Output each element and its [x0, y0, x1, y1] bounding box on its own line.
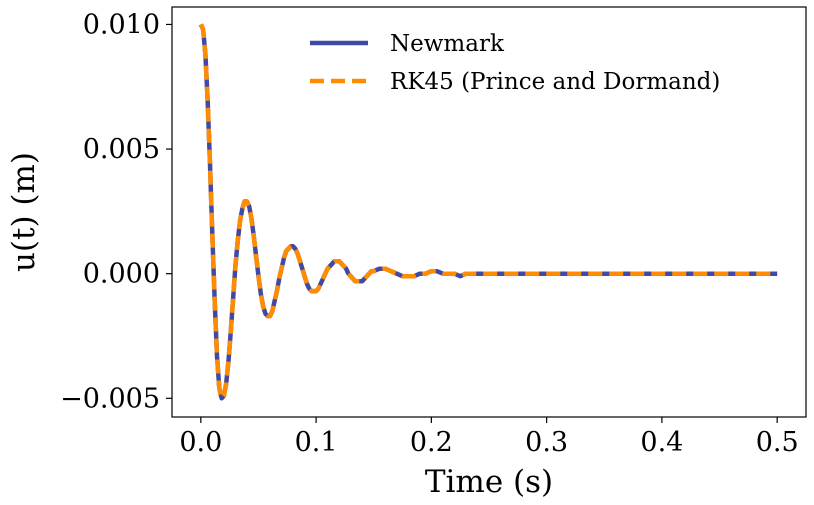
y-axis-label: u(t) (m)	[6, 152, 42, 272]
series-line-rk45	[198, 23, 778, 401]
legend: Newmark RK45 (Prince and Dormand)	[310, 31, 720, 95]
plot-frame	[171, 6, 807, 418]
legend-entry-label: Newmark	[390, 31, 505, 57]
x-tick-label: 0.4	[640, 427, 683, 458]
x-tick-label: 0.3	[525, 427, 568, 458]
x-axis: 0.0 0.1 0.2 0.3 0.4 0.5	[179, 417, 799, 458]
x-tick-label: 0.2	[410, 427, 453, 458]
x-tick-label: 0.0	[179, 427, 222, 458]
y-tick-label: 0.010	[83, 9, 160, 40]
legend-entry-label: RK45 (Prince and Dormand)	[390, 69, 720, 95]
x-tick-label: 0.1	[295, 427, 338, 458]
series-layer	[198, 23, 778, 401]
y-tick-label: 0.000	[83, 259, 160, 290]
x-axis-label: Time (s)	[425, 464, 553, 500]
y-tick-label: 0.005	[83, 134, 160, 165]
y-axis: −0.005 0.000 0.005 0.010	[60, 9, 172, 414]
x-tick-label: 0.5	[756, 427, 799, 458]
y-tick-label: −0.005	[60, 383, 160, 414]
